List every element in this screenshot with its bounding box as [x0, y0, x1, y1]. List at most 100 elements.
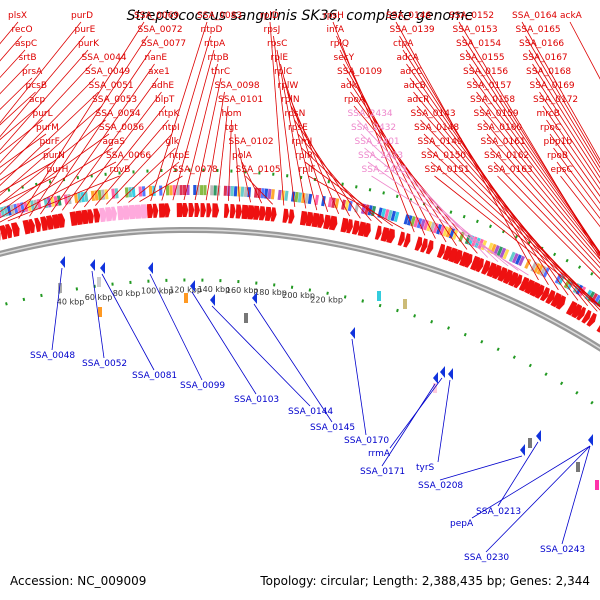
forward-gene-arrow — [69, 211, 78, 226]
reverse-gene-label: SSA_0230 — [464, 553, 509, 563]
gene-label: rpoC — [540, 123, 561, 133]
gene-leader-line — [0, 119, 43, 155]
gene-label: nanE — [145, 53, 168, 63]
ruler-tick-label: 160 kbp — [226, 286, 259, 295]
gene-leader-line — [128, 161, 180, 203]
reverse-leader-line — [561, 445, 591, 545]
feature-block — [486, 242, 494, 253]
gene-label: SSA_0157 — [467, 81, 512, 91]
feature-block — [530, 261, 538, 272]
forward-gene-arrow — [586, 312, 597, 327]
gene-label: ackA — [560, 11, 583, 21]
gene-leader-line — [542, 105, 600, 191]
feature-block — [43, 197, 49, 209]
reverse-gene-label: SSA_0144 — [288, 407, 333, 417]
forward-gene-arrow — [105, 207, 113, 222]
gene-leader-line — [553, 147, 600, 212]
gene-leader-line — [228, 119, 232, 201]
gene-leader-line — [532, 63, 600, 173]
gene-label: adcC — [400, 67, 422, 77]
feature-block — [334, 198, 340, 209]
forward-gene-arrow — [200, 203, 206, 218]
gene-label: SSA_2432 — [351, 123, 396, 133]
gene-label: SSA_0072 — [138, 25, 183, 35]
gene-leader-line — [0, 21, 82, 124]
forward-gene-arrow — [0, 225, 8, 240]
forward-gene-arrow — [93, 208, 101, 223]
feature-block — [19, 202, 26, 213]
gene-leader-line — [0, 105, 40, 141]
gene-leader-line — [0, 35, 22, 62]
gene-label: SSA_0077 — [141, 39, 186, 49]
gene-leader-line — [472, 77, 600, 254]
feature-block — [493, 245, 500, 256]
gene-leader-line — [0, 119, 106, 205]
gene-label: purE — [75, 25, 96, 35]
reverse-feature-block — [403, 299, 407, 309]
gene-leader-line — [301, 147, 383, 224]
gene-label: ntpD — [201, 25, 223, 35]
gene-label: SSA_0169 — [530, 81, 575, 91]
feature-block — [344, 200, 350, 211]
forward-gene-arrow — [5, 223, 13, 239]
gene-leader-line — [420, 119, 600, 311]
forward-gene-arrow — [545, 289, 556, 305]
feature-block — [321, 195, 326, 207]
reverse-gene-label: SSA_0171 — [360, 467, 405, 477]
gene-label: SSA_0066 — [106, 151, 151, 161]
gene-leader-line — [0, 175, 57, 205]
forward-gene-arrow — [164, 203, 171, 218]
forward-gene-arrow — [229, 204, 236, 219]
gene-label: infA — [327, 25, 345, 35]
forward-gene-arrow — [0, 232, 1, 241]
reverse-feature-block — [528, 438, 532, 448]
ruler-ring — [0, 278, 600, 411]
gene-label: purF — [40, 137, 60, 147]
gene-leader-line — [83, 105, 166, 208]
feature-block — [387, 209, 393, 221]
forward-gene-arrow — [317, 213, 325, 228]
forward-gene-arrow — [75, 210, 84, 226]
forward-gene-arrow — [235, 204, 242, 219]
forward-gene-arrow — [346, 219, 353, 234]
reverse-gene-label: SSA_0099 — [180, 381, 225, 391]
forward-gene-arrow — [146, 203, 154, 219]
gene-label: recO — [12, 25, 33, 35]
feature-block — [3, 205, 9, 217]
forward-gene-arrow — [453, 249, 463, 265]
gene-label: purD — [71, 11, 93, 21]
gene-leader-line — [194, 77, 222, 201]
forward-gene-arrow — [539, 287, 550, 302]
gene-label: purK — [78, 39, 100, 49]
reverse-feature-block — [97, 277, 101, 287]
forward-gene-arrow — [206, 203, 212, 218]
gene-label: agaS — [103, 137, 126, 147]
gene-leader-line — [535, 77, 600, 179]
reverse-gene-arrow — [448, 368, 453, 380]
reverse-gene-arrow — [90, 259, 95, 271]
reverse-gene-label: SSA_0208 — [418, 481, 463, 491]
gene-label: ntpK — [159, 109, 181, 119]
gene-label: rpmJ — [292, 137, 313, 147]
gene-label: adcB — [404, 81, 426, 91]
feature-block — [423, 219, 429, 231]
feature-block — [50, 196, 55, 207]
gene-leader-line — [0, 49, 89, 151]
feature-block — [432, 222, 439, 234]
gene-label: SSA_0148 — [414, 123, 459, 133]
gene-label: rplW — [278, 81, 299, 91]
feature-block — [596, 298, 600, 307]
feature-block — [563, 278, 572, 289]
forward-gene-arrow — [299, 210, 308, 226]
forward-gene-arrow — [524, 279, 535, 295]
reverse-gene-label: SSA_0145 — [310, 423, 355, 433]
gene-label: adhE — [152, 81, 175, 91]
gene-leader-line — [539, 91, 600, 184]
gene-leader-line — [528, 49, 600, 169]
gene-leader-line — [493, 161, 600, 274]
forward-gene-arrow — [497, 266, 508, 282]
gene-leader-line — [430, 161, 600, 306]
forward-gene-arrow — [40, 216, 49, 231]
gene-label: hom — [222, 109, 242, 119]
